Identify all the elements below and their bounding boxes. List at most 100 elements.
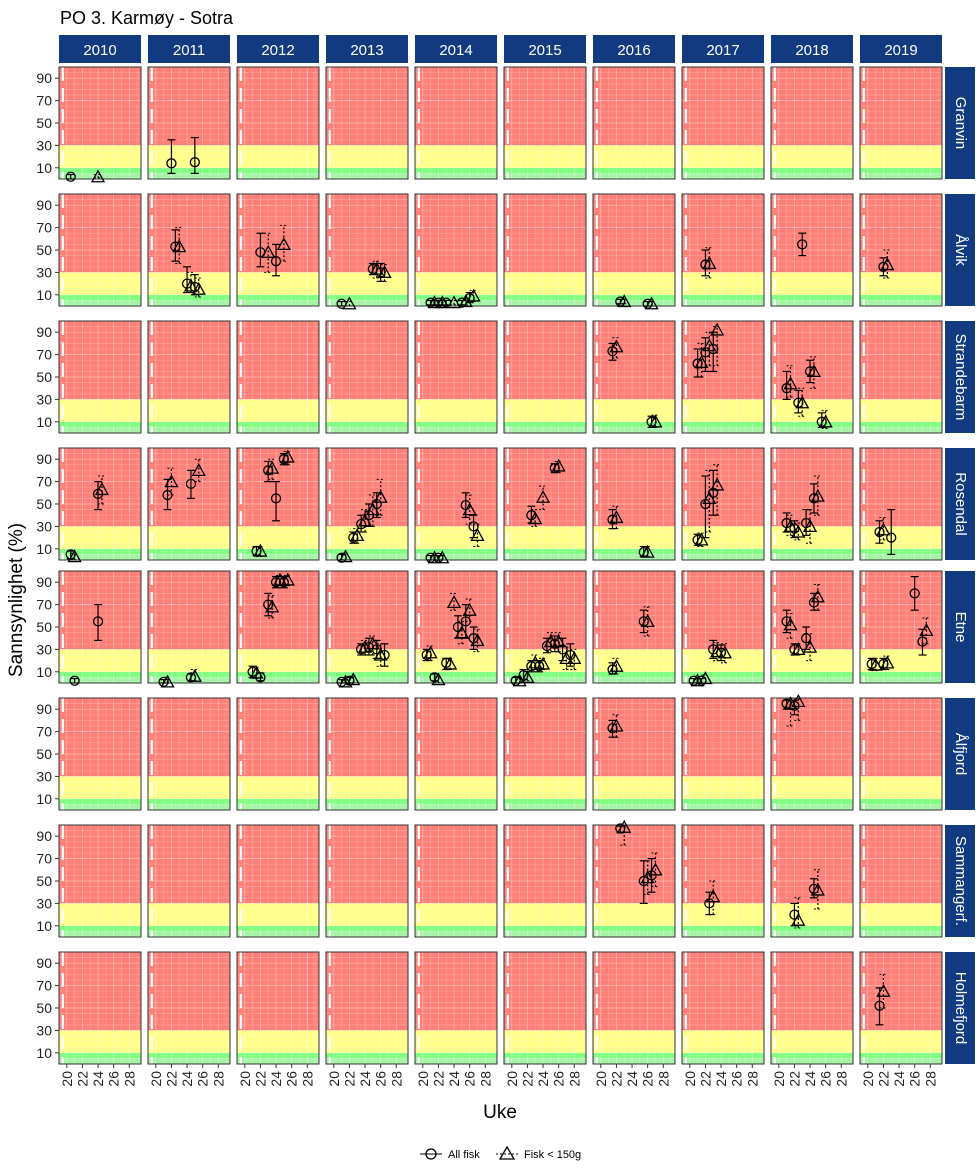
panel-border (147, 697, 231, 811)
point-fisk-under-150g (272, 572, 288, 586)
x-tick-label: 22 (74, 1071, 90, 1087)
risk-band (771, 294, 853, 301)
point-fisk-under-150g (427, 295, 442, 309)
risk-band (415, 677, 497, 683)
risk-band (504, 804, 586, 810)
panel (58, 447, 142, 561)
panel (325, 320, 409, 434)
risk-band (59, 698, 141, 777)
y-tick-label: 10 (36, 541, 52, 557)
x-axis-ticks: 20 22 24 26 28 20 22 24 26 28 20 22 24 26 28 20 22 24 26 28… (59, 1064, 938, 1087)
panel-data (781, 475, 825, 544)
panel-border (770, 570, 854, 684)
risk-band (771, 194, 853, 273)
x-tick-label: 28 (210, 1071, 226, 1087)
location-strip (945, 67, 975, 179)
risk-band (860, 300, 942, 306)
panel-border (503, 697, 587, 811)
x-tick-label: 20 (593, 1071, 609, 1087)
y-tick-label: 50 (36, 873, 52, 889)
x-tick-label: 22 (786, 1071, 802, 1087)
risk-band (326, 925, 408, 932)
risk-band (593, 67, 675, 146)
panel (503, 447, 587, 561)
panel-data (866, 575, 934, 672)
year-label: 2014 (439, 42, 472, 59)
y-tick-label: 90 (36, 955, 52, 971)
y-tick-label: 70 (36, 724, 52, 740)
risk-band (415, 1052, 497, 1059)
panel (770, 193, 854, 307)
panel-data (526, 458, 566, 527)
point-fisk-under-150g (919, 623, 934, 637)
year-strip (415, 35, 497, 63)
risk-band (326, 548, 408, 555)
point-all-fisk (92, 616, 104, 627)
panel-border (236, 193, 320, 307)
y-tick-label: 70 (36, 220, 52, 236)
x-tick-label: 20 (326, 1071, 342, 1087)
legend-small-label: Fisk < 150g (524, 1149, 581, 1161)
panel-border (859, 697, 943, 811)
point-fisk-under-150g (94, 482, 110, 496)
risk-band (237, 1052, 319, 1059)
risk-band (593, 173, 675, 179)
risk-band (682, 548, 764, 555)
risk-band (504, 798, 586, 805)
panel-border (859, 570, 943, 684)
point-fisk-under-150g (535, 656, 551, 670)
point-fisk-under-150g (802, 639, 818, 653)
year-label: 2019 (884, 42, 917, 59)
risk-band (504, 571, 586, 650)
panel (414, 193, 498, 307)
risk-band (148, 1052, 230, 1059)
panel (58, 193, 142, 307)
panel (414, 824, 498, 938)
risk-band (860, 925, 942, 932)
risk-band (860, 421, 942, 428)
x-tick-label: 26 (462, 1071, 478, 1087)
panel (414, 66, 498, 180)
risk-band (415, 1058, 497, 1064)
risk-band (237, 931, 319, 937)
risk-band (148, 798, 230, 805)
risk-band (59, 1052, 141, 1059)
x-tick-label: 22 (341, 1071, 357, 1087)
y-tick-label: 30 (36, 137, 52, 153)
point-fisk-under-150g (640, 614, 655, 628)
panel (770, 697, 854, 811)
risk-band (860, 776, 942, 799)
panel-border (325, 447, 409, 561)
risk-band (860, 321, 942, 400)
point-fisk-under-150g (810, 488, 825, 502)
panel (414, 447, 498, 561)
y-tick-label: 90 (36, 828, 52, 844)
risk-band (593, 321, 675, 400)
point-fisk-under-150g (160, 674, 175, 688)
risk-band (593, 1052, 675, 1059)
year-label: 2018 (795, 42, 828, 59)
point-fisk-under-150g (431, 672, 446, 686)
panel-border (592, 824, 676, 938)
year-label: 2010 (83, 42, 116, 59)
panel (681, 193, 765, 307)
panel-border (325, 66, 409, 180)
y-tick-label: 70 (36, 474, 52, 490)
risk-band (860, 173, 942, 179)
risk-band (59, 399, 141, 422)
point-all-fisk (189, 157, 201, 168)
panel (592, 193, 676, 307)
point-fisk-under-150g (702, 256, 717, 270)
x-tick-label: 28 (566, 1071, 582, 1087)
risk-band (682, 554, 764, 560)
panel (147, 824, 231, 938)
risk-band (237, 272, 319, 295)
panel (770, 951, 854, 1065)
risk-band (237, 300, 319, 306)
point-fisk-under-150g (694, 355, 709, 369)
panel-border (325, 570, 409, 684)
panel (58, 570, 142, 684)
point-fisk-under-150g (609, 658, 624, 672)
risk-band (237, 427, 319, 433)
point-fisk-under-150g (191, 463, 206, 477)
